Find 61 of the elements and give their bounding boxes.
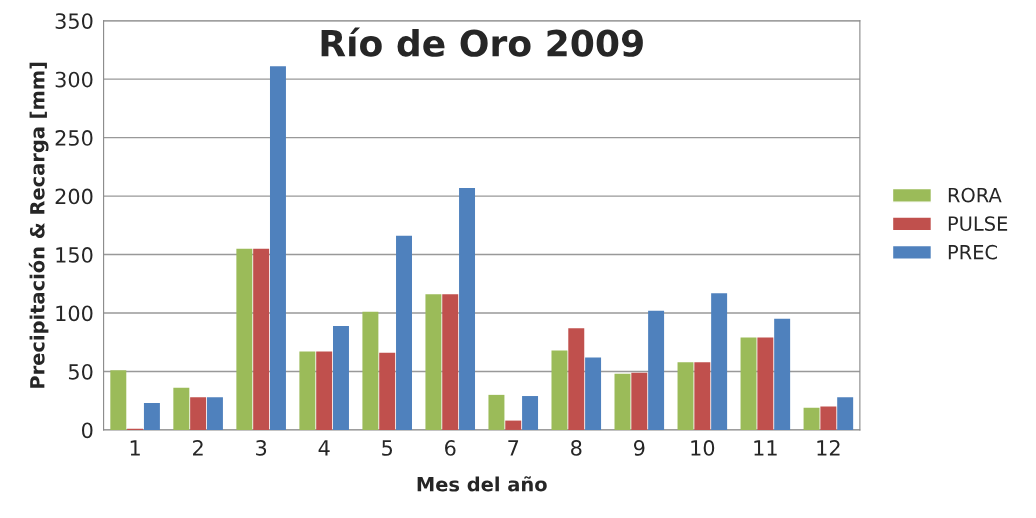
y-tick-label: 0 — [82, 422, 93, 439]
y-tick-label: 100 — [56, 305, 93, 322]
y-tick-label: 350 — [55, 13, 93, 29]
bar — [190, 397, 207, 430]
bar — [522, 396, 539, 430]
x-tick-label: 6 — [445, 440, 456, 456]
x-tick-label: 1 — [130, 440, 140, 456]
x-tick-label: 7 — [508, 440, 519, 456]
x-tick-label: 11 — [754, 440, 777, 456]
bar — [694, 362, 711, 430]
bar — [442, 294, 459, 430]
bar — [774, 318, 791, 430]
bar — [568, 328, 585, 430]
bar — [677, 362, 694, 430]
bar — [459, 187, 476, 430]
bar — [757, 337, 774, 430]
y-tick-label: 200 — [55, 188, 93, 205]
bar — [803, 407, 820, 430]
bar — [362, 311, 379, 430]
bar — [333, 325, 349, 430]
bar — [425, 294, 442, 430]
x-tick-label: 12 — [817, 440, 840, 456]
x-tick-label: 10 — [691, 440, 715, 456]
y-tick-label: 250 — [55, 130, 93, 146]
bar — [551, 350, 568, 430]
bar — [236, 248, 253, 430]
x-tick-label: 8 — [571, 440, 582, 456]
bar — [173, 387, 190, 430]
x-axis-title: Mes del año — [417, 476, 547, 492]
bar — [110, 370, 127, 430]
legend-label: PULSE — [948, 216, 1008, 231]
bar — [488, 394, 505, 430]
bar — [631, 372, 648, 430]
bar — [143, 403, 160, 430]
bar — [585, 357, 602, 430]
legend-label: RORA — [948, 187, 1002, 203]
y-tick-label: 50 — [68, 363, 93, 380]
bar — [505, 420, 522, 430]
bar — [253, 248, 270, 430]
y-tick-label: 150 — [56, 247, 93, 263]
y-tick-label: 300 — [55, 71, 93, 88]
bar — [740, 337, 757, 430]
x-tick-label: 4 — [318, 440, 330, 456]
bar — [206, 397, 223, 430]
bar — [820, 406, 837, 430]
bar — [396, 235, 412, 430]
chart-title: Río de Oro 2009 — [321, 27, 643, 57]
bar — [614, 373, 631, 430]
bar — [837, 397, 854, 430]
x-tick-label: 3 — [256, 440, 267, 456]
bar — [269, 66, 286, 430]
y-axis-title: Precipitación & Recarga [mm] — [28, 62, 49, 388]
bar — [379, 352, 396, 430]
bar — [648, 310, 665, 430]
legend-label: PREC — [948, 244, 997, 260]
bar — [299, 351, 316, 430]
bar — [316, 351, 333, 430]
bar — [711, 293, 728, 430]
x-tick-label: 5 — [382, 440, 393, 456]
x-tick-label: 2 — [193, 440, 203, 456]
x-tick-label: 9 — [633, 440, 645, 456]
